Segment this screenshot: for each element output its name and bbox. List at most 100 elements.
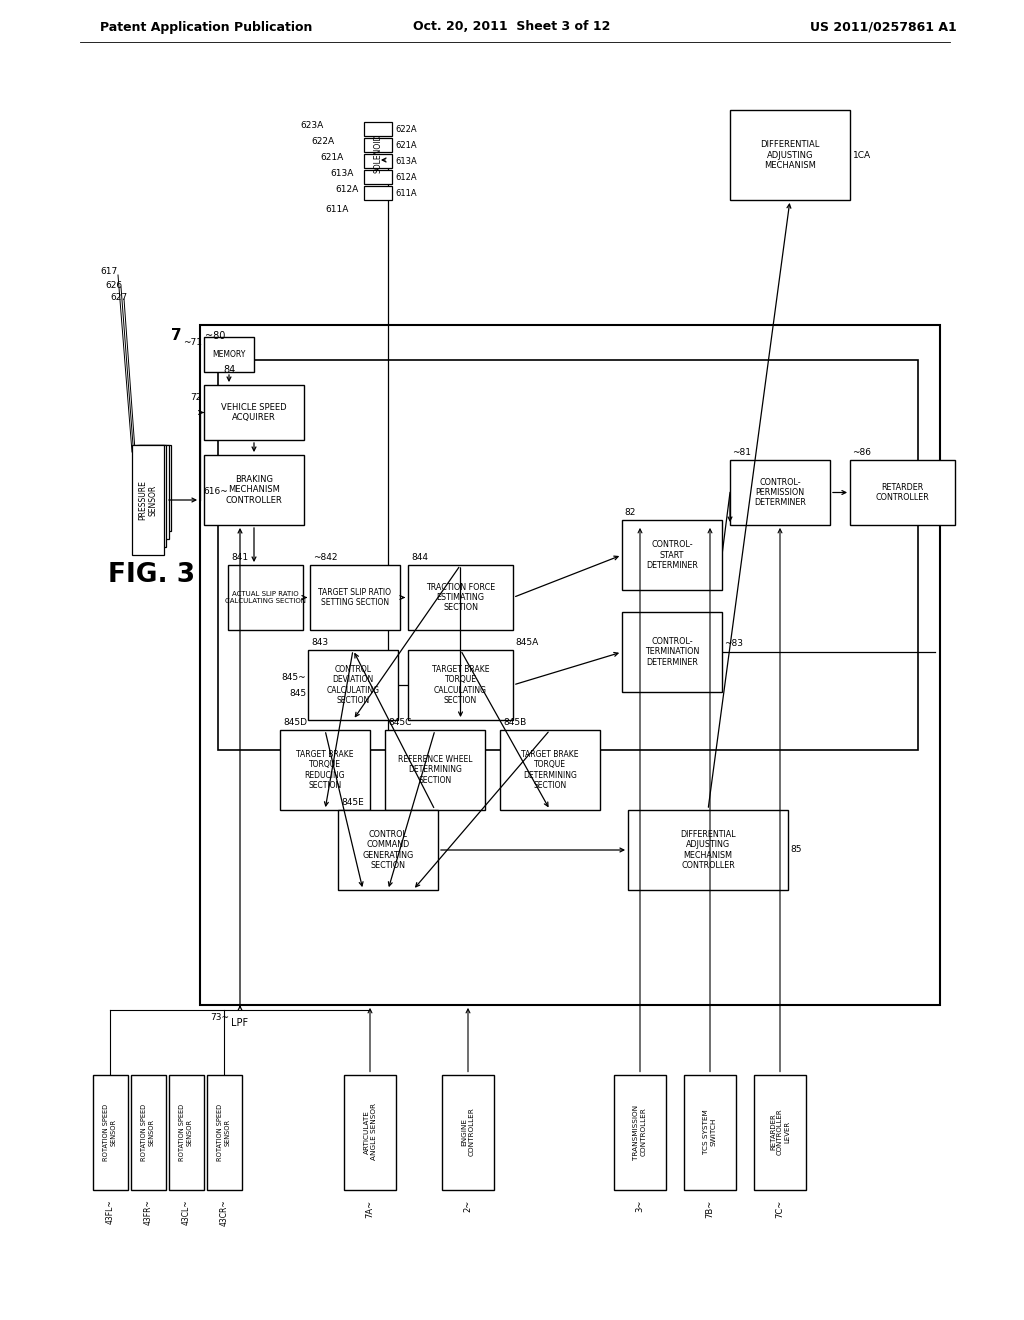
Bar (169, 1074, 204, 1189)
Text: 7A~: 7A~ (366, 1200, 375, 1217)
Bar (364, 170, 392, 183)
Text: PRESSURE
SENSOR: PRESSURE SENSOR (138, 480, 158, 520)
Bar (364, 121, 392, 136)
Text: FIG. 3: FIG. 3 (108, 562, 196, 587)
Text: ~83: ~83 (724, 639, 743, 648)
Text: MEMORY: MEMORY (212, 350, 246, 359)
Bar (137, 445, 169, 539)
Text: ~80: ~80 (205, 331, 225, 341)
Text: 1CA: 1CA (853, 150, 871, 160)
Text: 623A: 623A (301, 121, 324, 131)
Bar (364, 154, 392, 168)
Text: 845A: 845A (515, 638, 539, 647)
Text: 612A: 612A (395, 173, 417, 181)
Text: 43CR~: 43CR~ (219, 1200, 228, 1226)
Text: 613A: 613A (331, 169, 354, 178)
Text: ~842: ~842 (313, 553, 338, 562)
Text: 7: 7 (171, 327, 182, 342)
Text: 72: 72 (190, 393, 202, 403)
Bar (385, 730, 485, 810)
Text: RETARDER
CONTROLLER: RETARDER CONTROLLER (876, 483, 930, 502)
Bar (730, 459, 830, 525)
Bar (130, 1074, 166, 1189)
Text: DIFFERENTIAL
ADJUSTING
MECHANISM
CONTROLLER: DIFFERENTIAL ADJUSTING MECHANISM CONTROL… (680, 830, 736, 870)
Text: BRAKING
MECHANISM
CONTROLLER: BRAKING MECHANISM CONTROLLER (225, 475, 283, 504)
Text: 43FR~: 43FR~ (143, 1200, 153, 1225)
Text: REFERENCE WHEEL
DETERMINING
SECTION: REFERENCE WHEEL DETERMINING SECTION (397, 755, 472, 785)
Text: 845D: 845D (283, 718, 307, 727)
Text: 613A: 613A (395, 157, 417, 165)
Bar (207, 1074, 242, 1189)
Bar (308, 649, 398, 719)
Bar (622, 612, 722, 692)
Text: 7C~: 7C~ (775, 1200, 784, 1218)
Text: ~81: ~81 (732, 447, 751, 457)
Text: Oct. 20, 2011  Sheet 3 of 12: Oct. 20, 2011 Sheet 3 of 12 (414, 21, 610, 33)
Text: ROTATION SPEED
SENSOR: ROTATION SPEED SENSOR (141, 1104, 155, 1160)
Text: 85: 85 (790, 846, 802, 854)
Text: Patent Application Publication: Patent Application Publication (100, 21, 312, 33)
Bar (92, 1074, 128, 1189)
Text: 627: 627 (110, 293, 127, 302)
Bar (344, 1074, 396, 1189)
Text: 612A: 612A (336, 186, 359, 194)
Text: 617: 617 (100, 268, 118, 276)
Text: 3~: 3~ (636, 1200, 644, 1212)
Text: TARGET BRAKE
TORQUE
REDUCING
SECTION: TARGET BRAKE TORQUE REDUCING SECTION (296, 750, 353, 791)
Text: 616~: 616~ (203, 487, 227, 496)
Bar (684, 1074, 736, 1189)
Text: TARGET BRAKE
TORQUE
CALCULATING
SECTION: TARGET BRAKE TORQUE CALCULATING SECTION (432, 665, 489, 705)
Bar (139, 445, 171, 531)
Text: 622A: 622A (311, 137, 334, 147)
Bar (622, 520, 722, 590)
Bar (408, 565, 513, 630)
Bar (850, 459, 955, 525)
Text: ACTUAL SLIP RATIO
CALCULATING SECTION: ACTUAL SLIP RATIO CALCULATING SECTION (225, 591, 306, 605)
Bar (204, 385, 304, 440)
Text: US 2011/0257861 A1: US 2011/0257861 A1 (810, 21, 956, 33)
Text: 845B: 845B (503, 718, 526, 727)
Text: SOLENOID: SOLENOID (374, 133, 383, 173)
Text: 2~: 2~ (464, 1200, 472, 1212)
Bar (408, 649, 513, 719)
Text: 626: 626 (105, 281, 122, 289)
Bar (218, 360, 918, 750)
Text: 845C: 845C (388, 718, 412, 727)
Text: ~86: ~86 (852, 447, 871, 457)
Text: 621A: 621A (321, 153, 344, 162)
Text: 622A: 622A (395, 124, 417, 133)
Text: 611A: 611A (326, 206, 349, 214)
Bar (280, 730, 370, 810)
Bar (730, 110, 850, 201)
Bar (204, 455, 304, 525)
Bar (500, 730, 600, 810)
Text: CONTROL-
START
DETERMINER: CONTROL- START DETERMINER (646, 540, 698, 570)
Text: TRANSMISSION
CONTROLLER: TRANSMISSION CONTROLLER (634, 1105, 646, 1159)
Text: 43CL~: 43CL~ (181, 1200, 190, 1225)
Bar (364, 186, 392, 201)
Bar (628, 810, 788, 890)
Text: LPF: LPF (231, 1018, 249, 1028)
Text: 73~: 73~ (210, 1012, 229, 1022)
Text: 84: 84 (223, 366, 236, 375)
Text: 844: 844 (411, 553, 428, 562)
Text: CONTROL-
TERMINATION
DETERMINER: CONTROL- TERMINATION DETERMINER (645, 638, 699, 667)
Bar (338, 810, 438, 890)
Bar (364, 139, 392, 152)
Bar (442, 1074, 494, 1189)
Bar (200, 325, 940, 1005)
Text: ARTICULATE
ANGLE SENSOR: ARTICULATE ANGLE SENSOR (364, 1104, 377, 1160)
Bar (134, 445, 166, 546)
Text: 845E: 845E (341, 799, 364, 807)
Text: 621A: 621A (395, 140, 417, 149)
Bar (754, 1074, 806, 1189)
Text: TARGET BRAKE
TORQUE
DETERMINING
SECTION: TARGET BRAKE TORQUE DETERMINING SECTION (521, 750, 579, 791)
Text: 82: 82 (624, 508, 635, 517)
Text: TRACTION FORCE
ESTIMATING
SECTION: TRACTION FORCE ESTIMATING SECTION (426, 582, 496, 612)
Bar (132, 445, 164, 554)
Text: ~71: ~71 (183, 338, 202, 347)
Text: ROTATION SPEED
SENSOR: ROTATION SPEED SENSOR (103, 1104, 117, 1160)
Text: CONTROL
DEVIATION
CALCULATING
SECTION: CONTROL DEVIATION CALCULATING SECTION (327, 665, 380, 705)
Text: VEHICLE SPEED
ACQUIRER: VEHICLE SPEED ACQUIRER (221, 403, 287, 422)
Text: ROTATION SPEED
SENSOR: ROTATION SPEED SENSOR (179, 1104, 193, 1160)
